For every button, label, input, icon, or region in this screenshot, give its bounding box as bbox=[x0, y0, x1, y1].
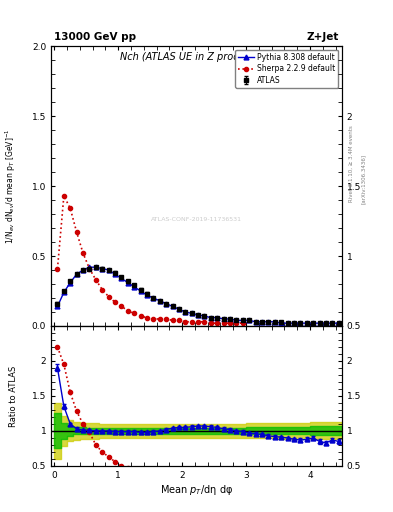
Pythia 8.308 default bbox=[145, 292, 149, 298]
Legend: Pythia 8.308 default, Sherpa 2.2.9 default, ATLAS: Pythia 8.308 default, Sherpa 2.2.9 defau… bbox=[235, 50, 338, 88]
Pythia 8.308 default bbox=[138, 288, 143, 294]
Sherpa 2.2.9 default bbox=[228, 320, 232, 326]
Pythia 8.308 default bbox=[266, 318, 271, 325]
Pythia 8.308 default bbox=[113, 271, 118, 278]
Sherpa 2.2.9 default bbox=[68, 205, 73, 211]
Pythia 8.308 default bbox=[221, 316, 226, 322]
Pythia 8.308 default bbox=[323, 320, 328, 326]
Pythia 8.308 default bbox=[183, 309, 188, 315]
Pythia 8.308 default bbox=[298, 320, 303, 326]
Sherpa 2.2.9 default bbox=[55, 266, 60, 272]
Pythia 8.308 default bbox=[125, 280, 130, 286]
Pythia 8.308 default bbox=[94, 264, 98, 270]
Text: [arXiv:1306.3436]: [arXiv:1306.3436] bbox=[361, 154, 366, 204]
Text: Z+Jet: Z+Jet bbox=[307, 32, 339, 42]
Pythia 8.308 default bbox=[241, 317, 245, 324]
Pythia 8.308 default bbox=[119, 275, 124, 282]
Pythia 8.308 default bbox=[234, 317, 239, 324]
Sherpa 2.2.9 default bbox=[215, 320, 220, 326]
Pythia 8.308 default bbox=[279, 320, 283, 326]
Sherpa 2.2.9 default bbox=[125, 308, 130, 314]
Pythia 8.308 default bbox=[209, 314, 213, 321]
Sherpa 2.2.9 default bbox=[241, 320, 245, 326]
Text: Rivet 3.1.10, ≥ 3.4M events: Rivet 3.1.10, ≥ 3.4M events bbox=[349, 125, 354, 202]
Pythia 8.308 default bbox=[176, 306, 181, 312]
Pythia 8.308 default bbox=[55, 303, 60, 309]
X-axis label: Mean $p_T$/dη dφ: Mean $p_T$/dη dφ bbox=[160, 482, 233, 497]
Sherpa 2.2.9 default bbox=[202, 318, 207, 325]
Pythia 8.308 default bbox=[81, 267, 85, 273]
Sherpa 2.2.9 default bbox=[209, 320, 213, 326]
Pythia 8.308 default bbox=[272, 318, 277, 325]
Pythia 8.308 default bbox=[202, 313, 207, 319]
Line: Sherpa 2.2.9 default: Sherpa 2.2.9 default bbox=[55, 194, 245, 325]
Pythia 8.308 default bbox=[164, 301, 169, 307]
Text: ATLAS-CONF-2019-11736531: ATLAS-CONF-2019-11736531 bbox=[151, 217, 242, 222]
Pythia 8.308 default bbox=[106, 267, 111, 273]
Pythia 8.308 default bbox=[157, 297, 162, 304]
Sherpa 2.2.9 default bbox=[100, 287, 105, 293]
Text: Nch (ATLAS UE in Z production): Nch (ATLAS UE in Z production) bbox=[120, 52, 273, 61]
Y-axis label: 1/N$_{ev}$ dN$_{ev}$/d mean p$_T$ [GeV]$^{-1}$: 1/N$_{ev}$ dN$_{ev}$/d mean p$_T$ [GeV]$… bbox=[3, 128, 18, 244]
Pythia 8.308 default bbox=[215, 314, 220, 321]
Pythia 8.308 default bbox=[247, 317, 252, 324]
Sherpa 2.2.9 default bbox=[170, 317, 175, 324]
Sherpa 2.2.9 default bbox=[62, 193, 66, 199]
Sherpa 2.2.9 default bbox=[94, 276, 98, 283]
Pythia 8.308 default bbox=[196, 312, 200, 318]
Sherpa 2.2.9 default bbox=[132, 310, 136, 316]
Sherpa 2.2.9 default bbox=[74, 229, 79, 236]
Pythia 8.308 default bbox=[74, 271, 79, 278]
Sherpa 2.2.9 default bbox=[164, 316, 169, 322]
Pythia 8.308 default bbox=[330, 320, 335, 326]
Sherpa 2.2.9 default bbox=[151, 316, 156, 322]
Sherpa 2.2.9 default bbox=[119, 303, 124, 309]
Pythia 8.308 default bbox=[189, 310, 194, 316]
Sherpa 2.2.9 default bbox=[189, 318, 194, 325]
Y-axis label: Ratio to ATLAS: Ratio to ATLAS bbox=[9, 366, 18, 426]
Pythia 8.308 default bbox=[305, 320, 309, 326]
Pythia 8.308 default bbox=[228, 316, 232, 322]
Pythia 8.308 default bbox=[317, 320, 322, 326]
Sherpa 2.2.9 default bbox=[87, 266, 92, 272]
Pythia 8.308 default bbox=[311, 320, 316, 326]
Pythia 8.308 default bbox=[87, 264, 92, 270]
Sherpa 2.2.9 default bbox=[157, 316, 162, 322]
Pythia 8.308 default bbox=[260, 318, 264, 325]
Pythia 8.308 default bbox=[100, 266, 105, 272]
Sherpa 2.2.9 default bbox=[176, 317, 181, 324]
Sherpa 2.2.9 default bbox=[138, 313, 143, 319]
Sherpa 2.2.9 default bbox=[221, 320, 226, 326]
Line: Pythia 8.308 default: Pythia 8.308 default bbox=[55, 265, 341, 326]
Pythia 8.308 default bbox=[132, 284, 136, 290]
Sherpa 2.2.9 default bbox=[113, 299, 118, 305]
Sherpa 2.2.9 default bbox=[196, 318, 200, 325]
Sherpa 2.2.9 default bbox=[234, 320, 239, 326]
Sherpa 2.2.9 default bbox=[106, 293, 111, 300]
Sherpa 2.2.9 default bbox=[183, 318, 188, 325]
Text: 13000 GeV pp: 13000 GeV pp bbox=[54, 32, 136, 42]
Pythia 8.308 default bbox=[68, 280, 73, 286]
Sherpa 2.2.9 default bbox=[145, 314, 149, 321]
Pythia 8.308 default bbox=[62, 289, 66, 295]
Pythia 8.308 default bbox=[285, 320, 290, 326]
Pythia 8.308 default bbox=[336, 320, 341, 326]
Sherpa 2.2.9 default bbox=[81, 250, 85, 257]
Pythia 8.308 default bbox=[253, 318, 258, 325]
Pythia 8.308 default bbox=[151, 295, 156, 301]
Pythia 8.308 default bbox=[292, 320, 296, 326]
Pythia 8.308 default bbox=[170, 303, 175, 309]
